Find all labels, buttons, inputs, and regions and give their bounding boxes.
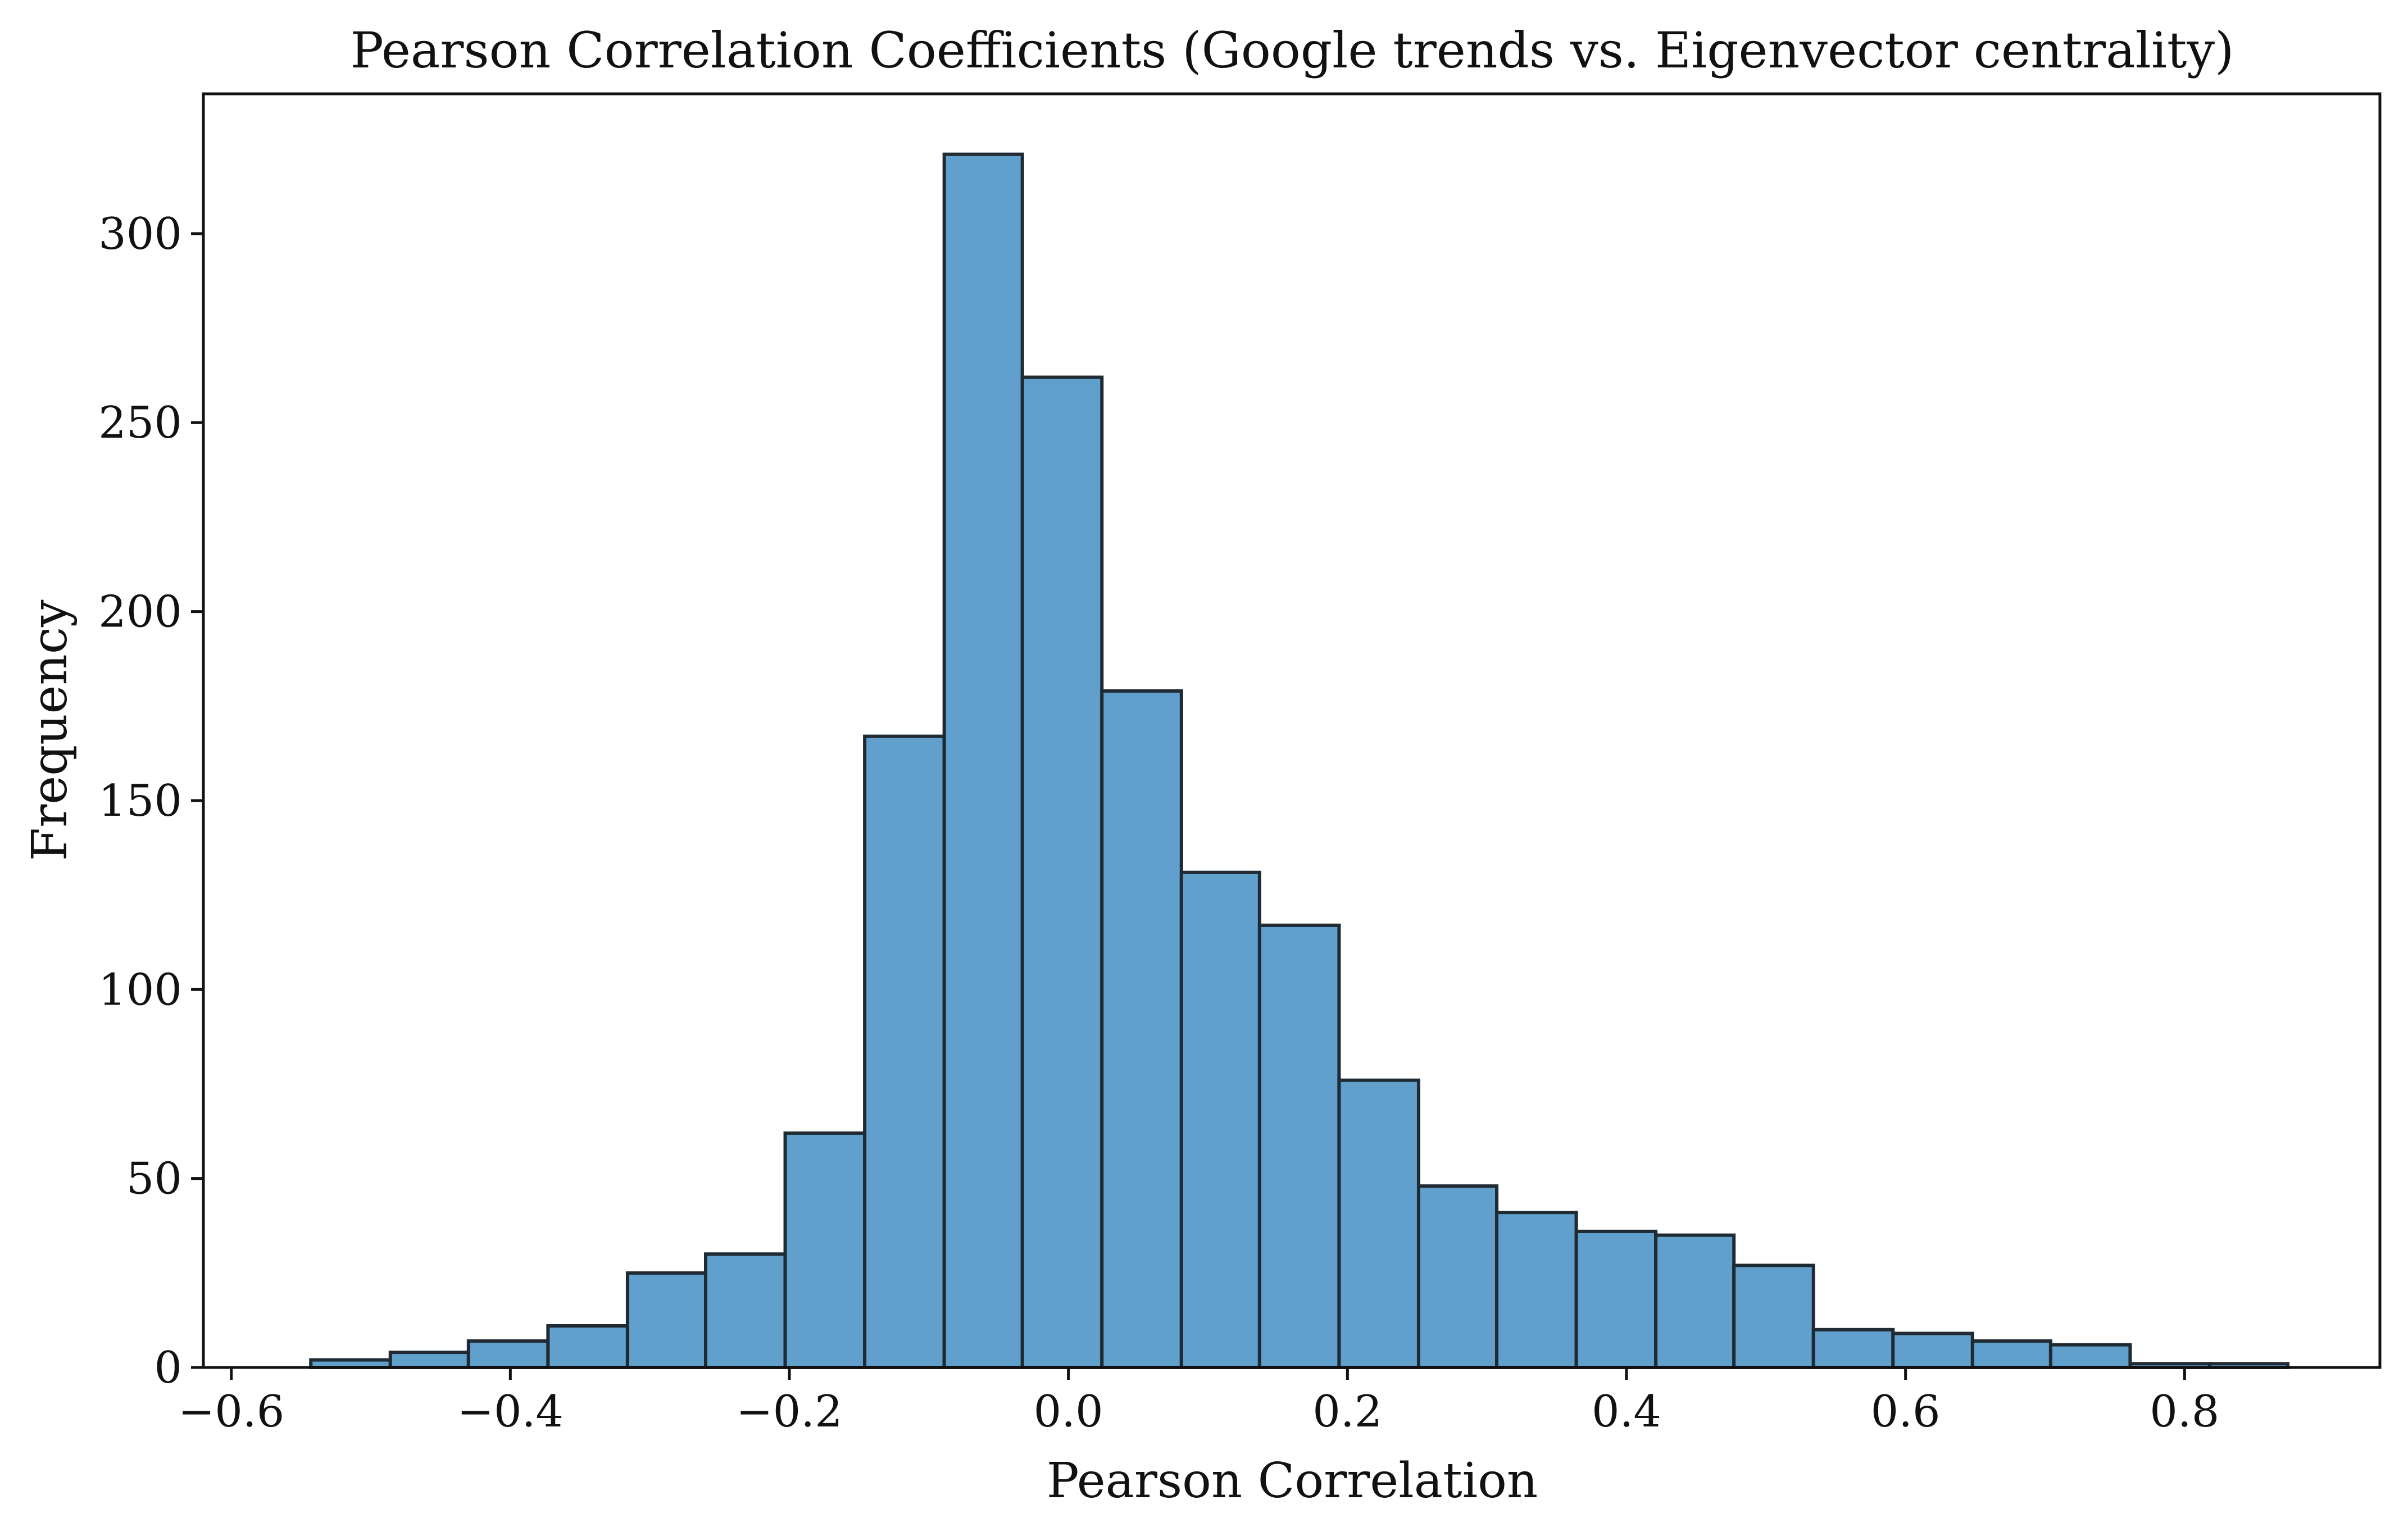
histogram-bar-10 [1020,375,1104,1369]
x-tick-label: 0.6 [1871,1387,1941,1437]
y-tick-label: 300 [98,209,182,260]
histogram-bar-9 [942,152,1024,1369]
x-tick-label: 0.0 [1034,1387,1103,1437]
histogram-bar-13 [1257,923,1341,1369]
y-tick-label: 150 [98,776,182,826]
histogram-bar-2 [388,1351,470,1370]
histogram-bar-20 [1811,1328,1895,1370]
histogram-bar-8 [863,734,946,1369]
y-tick-label: 250 [98,398,182,448]
plot-frame [202,92,2382,1369]
chart-title: Pearson Correlation Coefficients (Google… [351,21,2234,79]
x-tick-label: −0.4 [457,1387,564,1437]
y-tick-label: 200 [98,587,182,638]
histogram-bar-21 [1891,1331,1974,1370]
histogram-bar-19 [1732,1264,1815,1369]
histogram-bar-15 [1416,1184,1499,1369]
histogram-bar-22 [1970,1339,2052,1369]
histogram-bar-17 [1574,1229,1658,1369]
histogram-bar-23 [2048,1343,2132,1369]
histogram-bar-5 [625,1271,708,1370]
histogram-bar-16 [1495,1211,1578,1369]
x-tick-label: 0.4 [1592,1387,1661,1437]
x-tick-label: −0.6 [178,1387,284,1437]
histogram-bar-3 [466,1339,550,1369]
x-axis-ticks: −0.6 −0.4 −0.2 0.0 0.2 0.4 0.6 0.8 [178,1367,2219,1437]
bars-group [309,152,2290,1370]
x-tick-label: 0.8 [2150,1387,2219,1437]
x-tick-label: −0.2 [736,1387,842,1437]
histogram-bar-11 [1100,689,1183,1369]
y-axis-label: Frequency [22,599,78,861]
y-tick-label: 50 [126,1154,182,1205]
histogram-bar-18 [1654,1233,1736,1370]
y-tick-label: 100 [98,965,182,1015]
y-tick-label: 0 [154,1343,182,1393]
histogram-bar-7 [783,1131,867,1369]
histogram-bar-14 [1337,1078,1420,1370]
x-tick-label: 0.2 [1312,1387,1382,1437]
y-axis-ticks: 0 50 100 150 200 250 300 [98,209,203,1393]
histogram-bar-12 [1179,870,1261,1369]
x-axis-label: Pearson Correlation [1047,1453,1538,1509]
histogram-bar-6 [704,1252,787,1370]
histogram-bar-4 [546,1324,629,1369]
